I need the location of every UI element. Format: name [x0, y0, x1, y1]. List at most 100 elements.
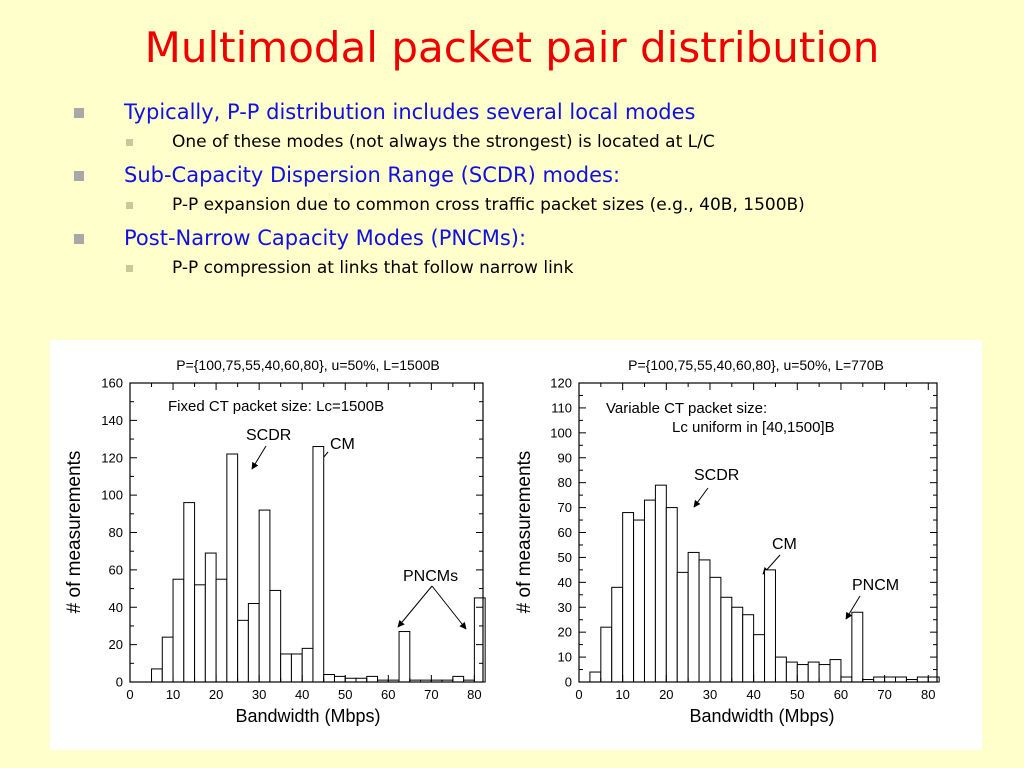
chart2-y-tick-label: 70 [558, 500, 572, 515]
histogram-figure: P={100,75,55,40,60,80}, u=50%, L=1500B B… [64, 357, 940, 726]
bullet-list: Typically, P-P distribution includes sev… [70, 98, 1000, 287]
chart1-y-tick-label: 60 [109, 562, 123, 577]
chart1-y-tick-label: 120 [101, 450, 123, 465]
chart1-bar [301, 647, 314, 683]
chart2-x-tick-label: 80 [921, 687, 935, 702]
chart2-bar [818, 664, 831, 683]
chart2-bar [665, 507, 678, 683]
figure-panel: P={100,75,55,40,60,80}, u=50%, L=1500B B… [50, 340, 982, 750]
chart1-annotation-box: Fixed CT packet size: Lc=1500B [168, 398, 384, 415]
chart2-y-tick-label: 90 [558, 450, 572, 465]
chart2-bar [796, 664, 809, 683]
chart1-bar [247, 603, 260, 683]
chart1-scdr-arrow [251, 445, 267, 470]
chart2-y-tick-label: 40 [558, 575, 572, 590]
chart2-bar [764, 569, 776, 683]
bullet-square-icon [74, 108, 84, 118]
sub-bullet-text: P-P expansion due to common cross traffi… [172, 195, 805, 215]
slide-title: Multimodal packet pair distribution [144, 23, 880, 72]
chart2-y-tick-label: 20 [558, 625, 572, 640]
chart2-bar [643, 499, 656, 683]
bullet-text: Typically, P-P distribution includes sev… [124, 100, 696, 124]
chart2-scdr-arrow [693, 487, 709, 508]
bullet-square-icon [74, 234, 84, 244]
chart1-bar [280, 653, 292, 683]
sub-bullet-square-icon [126, 265, 133, 272]
bullet-text: Post-Narrow Capacity Modes (PNCMs): [124, 226, 527, 250]
chart2-plot: 0 10 20 30 40 50 60 70 80 0 10 20 30 40 50 60 70 80 90 100 1… [550, 376, 940, 702]
chart1-ylabel: # of measurements [64, 451, 85, 614]
bullet-text: Sub-Capacity Dispersion Range (SCDR) mod… [124, 163, 621, 187]
chart1-bar [269, 589, 282, 683]
sub-bullet-square-icon [126, 202, 133, 209]
chart2-x-tick-label: 40 [746, 687, 760, 702]
chart2-bar [720, 596, 733, 683]
sub-bullet-square-icon [126, 139, 133, 146]
chart1-y-tick-label: 100 [101, 488, 123, 503]
chart2-ylabel: # of measurements [514, 451, 535, 614]
chart2-x-tick-label: 30 [703, 687, 717, 702]
chart2-x-tick-label: 50 [790, 687, 804, 702]
chart2-x-tick-label: 20 [659, 687, 673, 702]
sub-bullet-item: P-P expansion due to common cross traffi… [70, 194, 1000, 217]
chart2-bar [807, 661, 820, 683]
chart1-x-tick-label: 10 [166, 687, 180, 702]
chart1-y-tick-label: 20 [109, 637, 123, 652]
chart1-x-tick-label: 20 [209, 687, 223, 702]
chart2-bar [774, 656, 787, 683]
chart2-x-tick-label: 70 [877, 687, 891, 702]
sub-bullet-text: One of these modes (not always the stron… [172, 132, 715, 152]
chart2-y-tick-label: 0 [565, 675, 572, 690]
chart1-bar [258, 509, 271, 683]
chart1-bar [333, 675, 346, 683]
bullet-item: Typically, P-P distribution includes sev… [70, 98, 1000, 126]
chart2-bar [753, 634, 766, 683]
chart1-y-tick-label: 0 [116, 675, 123, 690]
chart1-bar [398, 631, 411, 683]
chart2-bar [633, 519, 645, 683]
chart2-bar [840, 676, 853, 683]
chart1-x-tick-label: 0 [126, 687, 133, 702]
chart1-bar [161, 636, 174, 683]
chart1-pncms-arrow-right [431, 585, 467, 630]
chart1-bar [312, 446, 325, 683]
chart2-bar [654, 484, 667, 683]
chart2-cm-label: CM [772, 536, 797, 553]
chart2-bar [829, 659, 842, 683]
bullet-item: Sub-Capacity Dispersion Range (SCDR) mod… [70, 161, 1000, 189]
chart2-title: P={100,75,55,40,60,80}, u=50%, L=770B [628, 357, 884, 373]
chart1-x-tick-label: 50 [338, 687, 352, 702]
chart1-y-tick-label: 140 [101, 413, 123, 428]
chart2-bar [676, 571, 689, 683]
chart1-bar [323, 674, 335, 683]
chart1-x-tick-label: 70 [424, 687, 438, 702]
chart1-bar [290, 653, 303, 683]
chart1-xlabel: Bandwidth (Mbps) [235, 706, 380, 726]
chart2-annotation-line1: Variable CT packet size: [606, 400, 767, 417]
chart1-pncms-arrow-left [397, 585, 433, 628]
chart2-x-tick-label: 60 [834, 687, 848, 702]
chart2-x-tick-label: 0 [575, 687, 582, 702]
chart1-x-tick-label: 40 [295, 687, 309, 702]
chart2-bar [611, 586, 624, 683]
chart2-annotation-line2: Lc uniform in [40,1500]B [672, 419, 835, 436]
chart1-y-tick-label: 80 [109, 525, 123, 540]
chart2-bar [916, 676, 929, 683]
chart1-x-tick-label: 30 [252, 687, 266, 702]
chart1-bar [204, 552, 217, 683]
chart2-bar [687, 551, 700, 683]
chart2-bar [698, 559, 711, 683]
chart1-bar [215, 578, 228, 683]
chart2-bar [895, 676, 907, 683]
chart2-pncm-arrow [845, 595, 861, 620]
chart1-x-tick-label: 60 [381, 687, 395, 702]
chart1-bar [194, 584, 206, 683]
chart2-bar [873, 676, 886, 683]
chart1-scdr-label: SCDR [246, 427, 291, 444]
chart2-bar [622, 512, 635, 683]
chart2-bar [742, 614, 755, 683]
chart2-scdr-label: SCDR [694, 467, 739, 484]
chart2-y-tick-label: 100 [550, 425, 572, 440]
chart2-pncm-label: PNCM [852, 577, 899, 594]
chart2-y-tick-label: 50 [558, 550, 572, 565]
